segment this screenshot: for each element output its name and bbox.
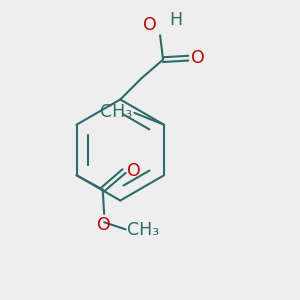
Text: CH₃: CH₃ xyxy=(127,221,159,239)
Text: CH₃: CH₃ xyxy=(100,103,132,121)
Text: O: O xyxy=(143,16,157,34)
Text: H: H xyxy=(169,11,182,29)
Text: O: O xyxy=(127,161,141,179)
Text: O: O xyxy=(191,49,205,67)
Text: O: O xyxy=(97,216,111,234)
